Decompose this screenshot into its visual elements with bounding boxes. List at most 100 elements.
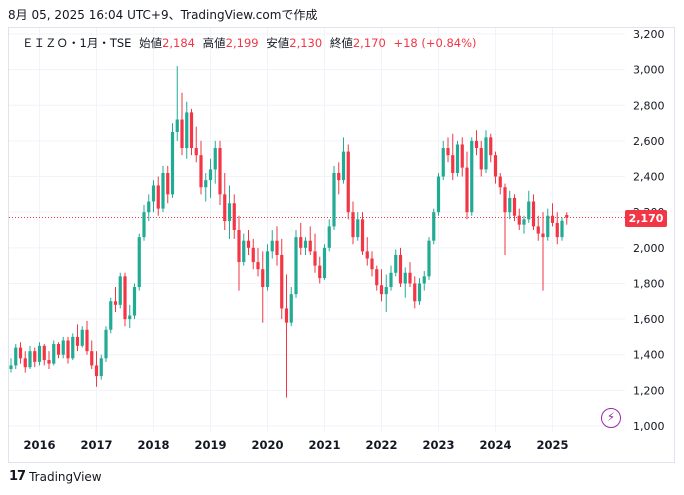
candle-body (185, 112, 189, 149)
candle-body (137, 237, 141, 288)
high-value: 2,199 (225, 36, 259, 50)
candle-body (113, 301, 118, 305)
candle-body (56, 344, 61, 355)
candle-body (128, 315, 132, 320)
x-tick-label: 2022 (365, 438, 397, 452)
candle-body (61, 340, 65, 355)
candle-body (80, 329, 84, 346)
x-tick-label: 2019 (194, 438, 226, 452)
candle-body (14, 347, 18, 366)
chart-pane[interactable] (8, 27, 675, 463)
candle-body (284, 308, 289, 323)
candle-body (465, 167, 469, 213)
candle-body (360, 219, 365, 252)
candle-body (527, 201, 531, 220)
candle-body (299, 237, 303, 248)
candle-body (232, 203, 236, 230)
candle-body (370, 258, 374, 270)
y-tick-label: 1,800 (633, 277, 665, 290)
candle-body (446, 148, 450, 156)
candle-body (151, 185, 156, 202)
candle-body (560, 220, 564, 238)
candle-body (275, 240, 279, 255)
y-tick-label: 2,000 (633, 242, 665, 255)
candle-body (47, 360, 51, 364)
y-tick-label: 2,600 (633, 135, 665, 148)
candle-body (332, 172, 336, 227)
candle-body (94, 365, 99, 377)
candle-body (436, 176, 441, 213)
candle-body (413, 283, 417, 302)
candle-body (512, 197, 517, 216)
candle-body (394, 254, 398, 273)
candle-body (474, 140, 479, 149)
candle-body (99, 358, 103, 377)
candle-body (341, 151, 346, 181)
y-tick-label: 3,000 (633, 64, 665, 77)
candle-body (265, 251, 270, 288)
open-value: 2,184 (162, 36, 196, 50)
chart-caption: 8月 05, 2025 16:04 UTC+9、TradingView.comで… (8, 8, 318, 22)
candle-body (227, 203, 232, 222)
candle-body (270, 240, 274, 252)
candle-body (365, 251, 369, 259)
candle-body (180, 119, 184, 149)
candle-body (322, 247, 327, 279)
candle-body (199, 155, 203, 188)
change-value: +18 (+0.84%) (393, 36, 477, 50)
x-tick-label: 2024 (479, 438, 511, 452)
candle-body (403, 272, 407, 284)
candle-body (318, 265, 322, 279)
x-tick-label: 2017 (80, 438, 112, 452)
x-tick-label: 2016 (23, 438, 55, 452)
candles (9, 66, 569, 398)
candle-body (346, 151, 350, 213)
candle-body (308, 240, 312, 252)
candle-body (455, 144, 460, 173)
candle-body (327, 226, 331, 248)
candle-body (479, 148, 483, 170)
candle-body (104, 329, 108, 359)
candle-body (337, 172, 341, 181)
candle-body (256, 262, 260, 270)
candle-body (251, 247, 255, 263)
x-tick-label: 2018 (137, 438, 169, 452)
candle-body (213, 148, 217, 170)
candle-body (33, 351, 37, 362)
candle-body (218, 148, 222, 195)
candle-body (189, 112, 194, 149)
candle-body (289, 294, 293, 323)
candle-body (118, 276, 122, 305)
candle-body (493, 155, 498, 177)
candle-body (422, 276, 426, 284)
candle-body (28, 351, 32, 368)
candle-body (408, 272, 412, 284)
candle-body (142, 212, 146, 238)
candle-body (147, 201, 151, 213)
candle-body (379, 285, 384, 295)
y-tick-label: 2,800 (633, 99, 665, 112)
symbol-legend: ＥＩＺＯ・1月・TSE 始値2,184 高値2,199 安値2,130 終値2,… (22, 35, 477, 51)
candle-body (132, 287, 137, 316)
candle-body (389, 272, 393, 288)
lightning-icon[interactable]: ⚡ (601, 408, 621, 428)
candle-body (550, 215, 555, 223)
candle-body (90, 351, 94, 366)
candle-body (356, 219, 360, 238)
candle-body (242, 240, 246, 263)
close-label: 終値 (329, 36, 353, 50)
candle-body (432, 212, 436, 241)
candle-body (536, 226, 540, 234)
candle-body (303, 240, 308, 248)
candle-body (261, 269, 265, 288)
candle-body (398, 254, 403, 284)
tradingview-footer[interactable]: 17 TradingView (9, 469, 102, 484)
x-tick-label: 2021 (308, 438, 340, 452)
candle-body (384, 287, 388, 295)
y-tick-label: 1,000 (633, 420, 665, 433)
candle-body (75, 336, 80, 346)
low-label: 安値 (266, 36, 290, 50)
y-tick-label: 1,600 (633, 313, 665, 326)
candle-body (166, 172, 170, 195)
